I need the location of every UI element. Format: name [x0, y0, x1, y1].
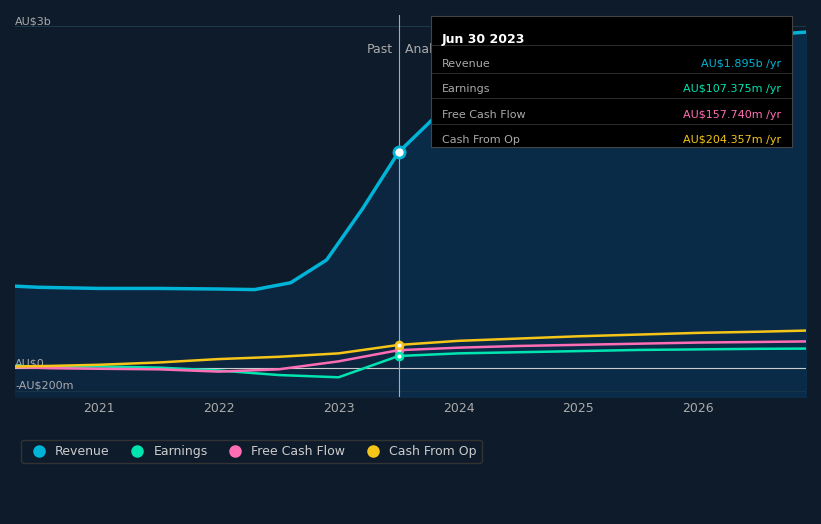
Legend: Revenue, Earnings, Free Cash Flow, Cash From Op: Revenue, Earnings, Free Cash Flow, Cash … [21, 440, 482, 463]
Text: AU$0: AU$0 [15, 358, 45, 368]
Text: Revenue: Revenue [442, 59, 491, 69]
Text: AU$3b: AU$3b [15, 16, 52, 26]
Text: AU$204.357m /yr: AU$204.357m /yr [683, 135, 782, 145]
Text: AU$107.375m /yr: AU$107.375m /yr [683, 84, 782, 94]
Text: Analysts Forecasts: Analysts Forecasts [405, 43, 521, 57]
Text: Earnings: Earnings [442, 84, 490, 94]
Text: Cash From Op: Cash From Op [442, 135, 520, 145]
Text: Free Cash Flow: Free Cash Flow [442, 110, 525, 119]
Text: AU$157.740m /yr: AU$157.740m /yr [683, 110, 782, 119]
Text: Past: Past [366, 43, 392, 57]
Text: AU$1.895b /yr: AU$1.895b /yr [701, 59, 782, 69]
Text: -AU$200m: -AU$200m [15, 381, 74, 391]
Text: Jun 30 2023: Jun 30 2023 [442, 32, 525, 46]
